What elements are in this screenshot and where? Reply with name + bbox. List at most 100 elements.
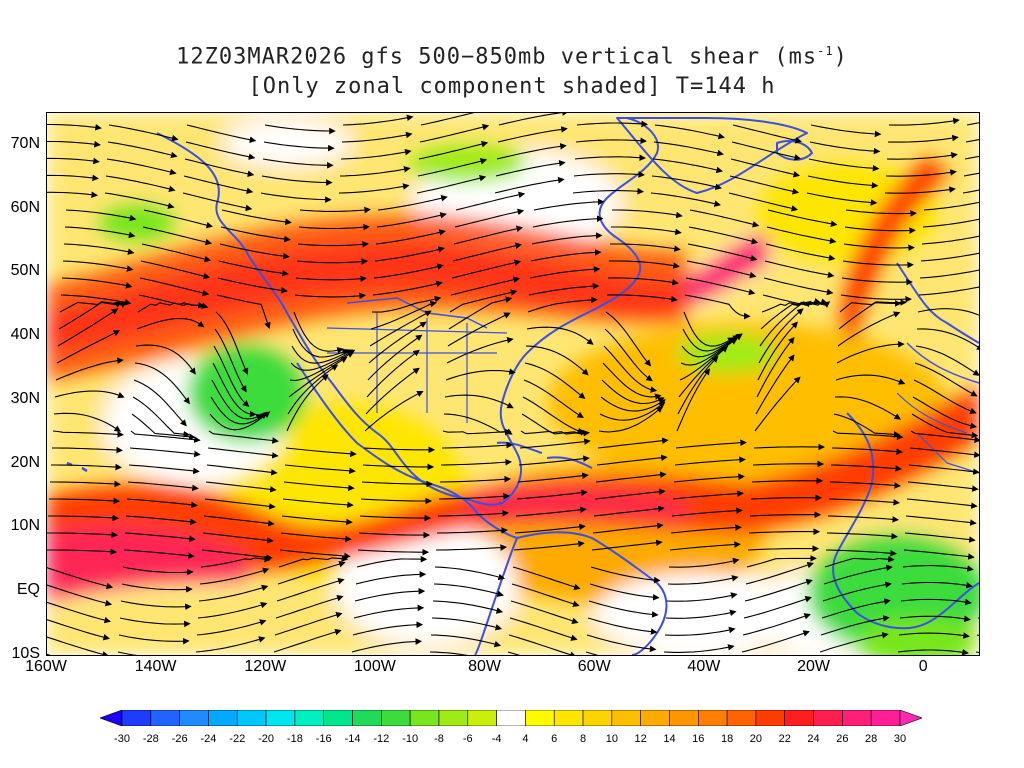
- latitude-label: 50N: [10, 262, 40, 280]
- colorbar-label: -6: [462, 733, 473, 745]
- colorbar-swatch: [784, 710, 814, 726]
- streamline: [888, 117, 960, 126]
- streamline: [214, 328, 247, 393]
- latitude-label: 60N: [10, 198, 40, 216]
- streamline: [835, 374, 906, 385]
- streamline: [340, 148, 412, 160]
- streamline: [280, 532, 352, 543]
- latitude-label: 40N: [10, 326, 40, 344]
- streamline: [599, 401, 666, 421]
- streamline: [885, 169, 957, 177]
- streamline: [285, 447, 357, 458]
- streamline: [369, 310, 432, 347]
- streamline: [61, 277, 133, 289]
- colorbar-label: -10: [402, 733, 419, 745]
- map-title: 12Z03MAR2026 gfs 500−850mb vertical shea…: [176, 44, 848, 70]
- colorbar-label: -24: [200, 733, 217, 745]
- longitude-label: 100W: [354, 658, 396, 675]
- colorbar-swatch: [553, 710, 584, 726]
- colorbar-label: 16: [692, 733, 705, 745]
- streamline: [682, 328, 740, 352]
- streamline: [653, 141, 724, 157]
- latitude-label: 30N: [10, 389, 40, 407]
- streamline: [604, 328, 653, 382]
- streamline: [452, 242, 523, 262]
- streamline: [450, 276, 521, 296]
- streamline: [295, 275, 367, 283]
- streamline: [377, 195, 448, 211]
- streamline: [529, 266, 601, 279]
- streamline: [353, 604, 425, 619]
- streamline: [362, 463, 435, 471]
- streamline: [219, 243, 290, 260]
- streamline: [123, 549, 195, 559]
- streamline: [122, 566, 194, 576]
- streamline: [674, 456, 746, 466]
- streamline: [126, 498, 198, 509]
- streamline: [117, 651, 138, 655]
- streamline: [966, 122, 979, 126]
- streamline: [360, 497, 433, 505]
- streamline: [206, 464, 278, 476]
- streamline: [821, 598, 891, 619]
- colorbar-label: -4: [491, 733, 502, 745]
- longitude-label: 160W: [25, 658, 67, 675]
- streamline: [759, 300, 812, 347]
- streamline: [298, 223, 370, 231]
- streamline: [903, 549, 975, 560]
- streamline: [603, 345, 658, 393]
- longitude-label: 80W: [468, 658, 502, 675]
- streamline: [761, 298, 828, 313]
- streamline: [600, 396, 666, 412]
- streamline: [136, 317, 205, 330]
- colorbar-swatch: [813, 710, 843, 726]
- streamline: [912, 396, 977, 429]
- colorbar-swatch: [467, 710, 497, 726]
- streamline: [47, 584, 113, 607]
- streamline: [432, 600, 504, 614]
- streamline: [217, 277, 288, 294]
- streamline: [685, 277, 756, 296]
- streamline: [574, 154, 646, 161]
- streamline: [47, 531, 119, 539]
- colorbar-label: -16: [315, 733, 332, 745]
- streamline: [199, 567, 270, 585]
- colorbar-label: -20: [258, 733, 275, 745]
- streamline: [119, 617, 191, 628]
- streamline: [586, 634, 657, 653]
- streamline: [923, 201, 979, 211]
- streamline: [745, 561, 814, 585]
- colorbar-swatch: [381, 710, 411, 726]
- streamline: [218, 260, 289, 277]
- streamline: [751, 477, 824, 485]
- longitude-label: 0: [918, 658, 928, 675]
- streamline: [48, 514, 120, 522]
- streamline: [758, 308, 804, 364]
- colorbar-label: -30: [114, 733, 130, 745]
- streamline: [743, 596, 812, 619]
- streamline: [654, 124, 725, 140]
- streamline: [105, 175, 176, 193]
- streamline: [124, 532, 196, 543]
- streamline: [205, 481, 277, 493]
- colorbar-swatch: [726, 710, 757, 726]
- streamline: [845, 209, 917, 217]
- streamline: [371, 295, 442, 313]
- streamline: [673, 473, 745, 483]
- streamline: [294, 292, 366, 300]
- streamline: [677, 355, 719, 415]
- streamline: [198, 584, 269, 602]
- streamline: [828, 498, 900, 506]
- streamline: [375, 229, 446, 245]
- streamline: [203, 515, 275, 527]
- streamline: [358, 531, 431, 539]
- streamline: [201, 549, 273, 561]
- colorbar-swatch: [409, 710, 440, 726]
- streamline: [596, 454, 668, 466]
- streamline: [216, 294, 271, 330]
- streamline: [897, 648, 969, 655]
- streamline: [683, 311, 735, 347]
- streamline: [276, 577, 345, 602]
- streamline: [142, 226, 213, 246]
- streamline: [50, 480, 121, 488]
